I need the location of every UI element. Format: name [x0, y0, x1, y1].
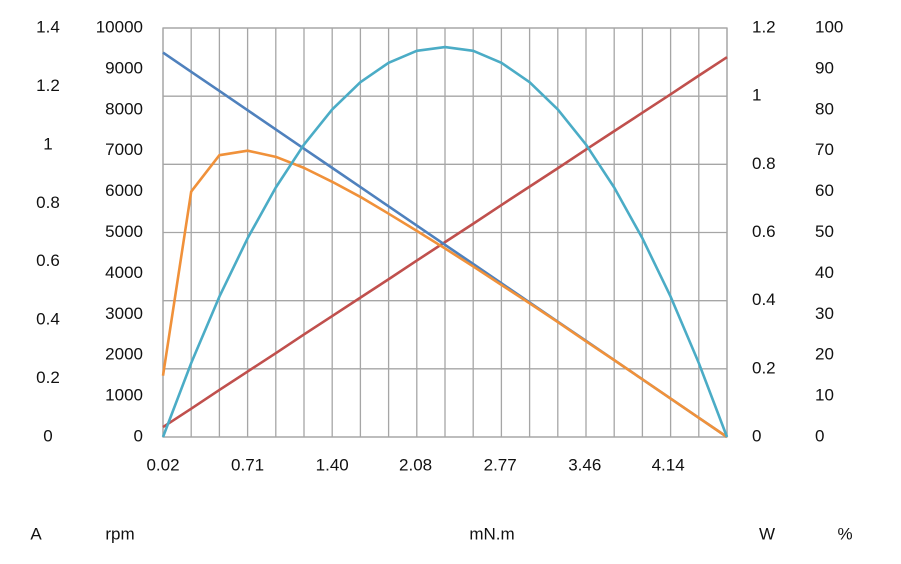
- y-tick-label: 2000: [105, 345, 143, 364]
- y-tick-label: 70: [815, 140, 834, 159]
- series-line: [162, 56, 728, 429]
- x-tick-label: 4.14: [652, 455, 685, 474]
- y-axis-label: rpm: [105, 524, 134, 543]
- y-axis-label: %: [837, 524, 852, 543]
- y-tick-label: 50: [815, 222, 834, 241]
- y-tick-label: 0.8: [36, 193, 60, 212]
- y-tick-label: 0: [134, 426, 143, 445]
- x-axis-label: mN.m: [469, 524, 514, 543]
- y-tick-label: 0.6: [752, 222, 776, 241]
- y-tick-label: 80: [815, 99, 834, 118]
- y-tick-label: 4000: [105, 263, 143, 282]
- y-tick-label: 90: [815, 58, 834, 77]
- y-tick-label: 0.2: [752, 358, 776, 377]
- y-tick-label: 9000: [105, 58, 143, 77]
- y-tick-label: 1000: [105, 386, 143, 405]
- y-tick-label: 6000: [105, 181, 143, 200]
- y-tick-label: 1: [43, 134, 52, 153]
- y-axis-label: W: [759, 524, 775, 543]
- y-tick-label: 10: [815, 386, 834, 405]
- y-tick-label: 0: [815, 426, 824, 445]
- y-tick-label: 0.8: [752, 154, 776, 173]
- x-tick-label: 2.77: [484, 455, 517, 474]
- y-tick-label: 3000: [105, 304, 143, 323]
- y-tick-label: 100: [815, 17, 843, 36]
- y-tick-label: 1: [752, 86, 761, 105]
- y-tick-label: 20: [815, 345, 834, 364]
- curves: [161, 45, 729, 439]
- y-tick-label: 0.2: [36, 368, 60, 387]
- series-line: [161, 149, 728, 439]
- labels: 0.02 0.71 1.40 2.08 2.77 3.46 4.14mN.m00.20.40…: [30, 17, 852, 543]
- y-tick-label: 7000: [105, 140, 143, 159]
- y-tick-label: 8000: [105, 99, 143, 118]
- y-tick-label: 1.2: [752, 17, 776, 36]
- y-tick-label: 10000: [96, 17, 143, 36]
- y-tick-label: 0.6: [36, 251, 60, 270]
- x-tick-label: 0.71: [231, 455, 264, 474]
- y-tick-label: 0.4: [36, 310, 60, 329]
- plot-frame: [162, 27, 728, 438]
- y-tick-label: 0: [752, 426, 761, 445]
- x-tick-label: 0.02: [146, 455, 179, 474]
- y-axis-label: A: [30, 524, 42, 543]
- y-tick-label: 1.2: [36, 76, 60, 95]
- y-tick-label: 0: [43, 426, 52, 445]
- x-tick-label: 2.08: [399, 455, 432, 474]
- x-tick-label: 3.46: [568, 455, 601, 474]
- series-line: [161, 45, 729, 438]
- grid: [162, 27, 728, 438]
- y-tick-label: 0.4: [752, 290, 776, 309]
- y-tick-label: 1.4: [36, 17, 60, 36]
- y-tick-label: 60: [815, 181, 834, 200]
- y-tick-label: 40: [815, 263, 834, 282]
- y-tick-label: 5000: [105, 222, 143, 241]
- y-tick-label: 30: [815, 304, 834, 323]
- x-tick-label: 1.40: [316, 455, 349, 474]
